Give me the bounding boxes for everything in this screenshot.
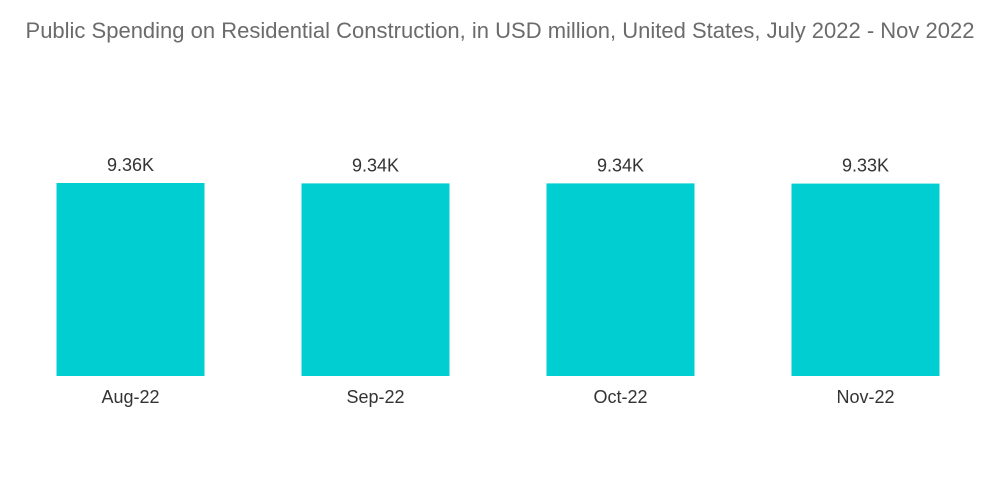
x-axis-tick-label: Oct-22 <box>593 387 647 407</box>
bar-aug-22 <box>56 183 205 376</box>
chart-title: Public Spending on Residential Construct… <box>25 18 975 43</box>
bar-value-label: 9.34K <box>352 155 399 175</box>
bar-value-label: 9.36K <box>107 155 154 175</box>
x-axis-tick-label: Sep-22 <box>346 387 404 407</box>
bar-nov-22 <box>791 183 940 376</box>
x-axis-tick-labels: Aug-22 Sep-22 Oct-22 Nov-22 <box>101 387 894 407</box>
x-axis-tick-label: Nov-22 <box>836 387 894 407</box>
bar-value-label: 9.34K <box>597 155 644 175</box>
bars-group <box>56 183 940 376</box>
value-labels-group: 9.36K 9.34K 9.34K 9.33K <box>107 155 889 176</box>
bar-oct-22 <box>546 183 695 376</box>
bar-value-label: 9.33K <box>842 156 889 176</box>
x-axis-tick-label: Aug-22 <box>101 387 159 407</box>
bar-sep-22 <box>301 183 450 376</box>
